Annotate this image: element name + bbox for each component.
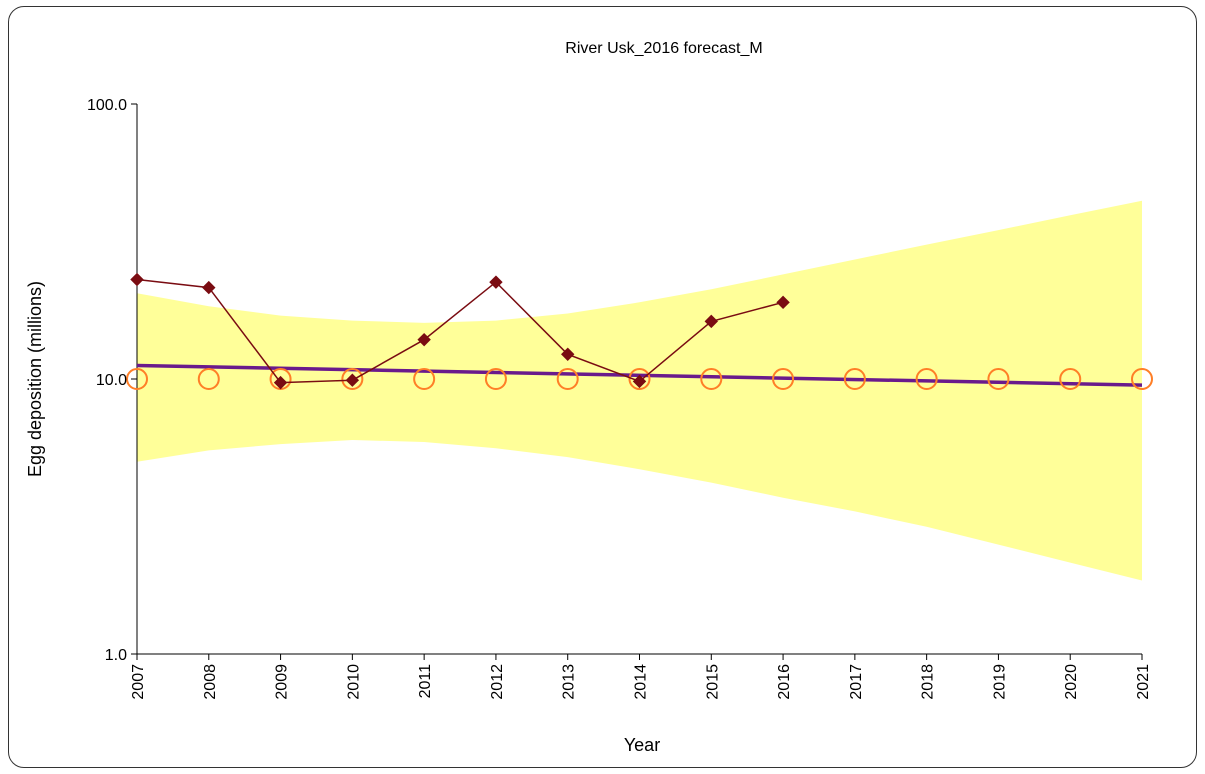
chart-canvas: 1.0 10.0 100.0 2007 2008 2009 2010 2011 2012 201… bbox=[25, 40, 1153, 755]
observed-point bbox=[345, 373, 360, 387]
observed-point bbox=[489, 275, 503, 289]
reference-markers-layer bbox=[126, 368, 1153, 390]
observed-point bbox=[273, 375, 288, 390]
y-tick-label: 1.0 bbox=[105, 647, 127, 664]
x-axis-title: Year bbox=[624, 735, 660, 755]
observed-point bbox=[704, 314, 718, 329]
observed-point bbox=[561, 347, 575, 361]
reference-marker bbox=[915, 368, 938, 390]
reference-marker bbox=[700, 368, 723, 390]
y-tick-label: 10.0 bbox=[96, 372, 127, 389]
x-tick-label: 2010 bbox=[345, 664, 362, 700]
x-tick-label: 2017 bbox=[848, 664, 865, 700]
chart-frame: 1.0 10.0 100.0 2007 2008 2009 2010 2011 2012 201… bbox=[8, 6, 1197, 768]
confidence-band-layer bbox=[137, 200, 1142, 581]
x-tick-label: 2019 bbox=[991, 664, 1008, 700]
x-tick-label: 2018 bbox=[920, 664, 937, 700]
x-tick-label: 2013 bbox=[561, 664, 578, 700]
observed-line bbox=[136, 278, 784, 384]
x-tick-label: 2011 bbox=[417, 664, 434, 699]
observed-point bbox=[632, 374, 647, 389]
observed-point bbox=[776, 295, 790, 310]
reference-marker bbox=[628, 368, 651, 390]
reference-marker bbox=[987, 368, 1010, 390]
reference-marker bbox=[341, 368, 364, 390]
x-tick-labels: 2007 2008 2009 2010 2011 2012 2013 2014 2015 2016… bbox=[130, 664, 1152, 700]
observed-point bbox=[417, 332, 431, 347]
y-tick-labels: 1.0 10.0 100.0 bbox=[87, 97, 127, 664]
observed-series-layer bbox=[130, 272, 790, 390]
x-tick-label: 2012 bbox=[489, 664, 506, 700]
reference-marker bbox=[1059, 368, 1082, 390]
reference-marker bbox=[126, 368, 148, 390]
chart-title: River Usk_2016 forecast_M bbox=[565, 40, 762, 57]
reference-marker bbox=[197, 368, 220, 390]
y-axis-title: Egg deposition (millions) bbox=[25, 281, 45, 477]
x-tick-label: 2007 bbox=[130, 664, 147, 700]
y-tick-label: 100.0 bbox=[87, 97, 127, 114]
x-tick-label: 2008 bbox=[202, 664, 219, 700]
reference-marker bbox=[1131, 368, 1153, 390]
axes-layer bbox=[131, 103, 1143, 660]
reference-marker bbox=[484, 368, 507, 390]
x-tick-label: 2014 bbox=[633, 664, 650, 700]
x-tick-label: 2020 bbox=[1063, 664, 1080, 700]
reference-marker bbox=[843, 368, 866, 390]
x-tick-label: 2021 bbox=[1135, 664, 1152, 700]
reference-marker bbox=[772, 368, 795, 390]
observed-point bbox=[130, 272, 144, 287]
reference-marker bbox=[413, 368, 436, 390]
reference-marker bbox=[556, 368, 579, 390]
x-tick-label: 2015 bbox=[704, 664, 721, 700]
observed-point bbox=[202, 280, 216, 295]
x-tick-label: 2016 bbox=[776, 664, 793, 700]
x-tick-label: 2009 bbox=[274, 664, 291, 700]
confidence-band bbox=[137, 200, 1142, 581]
